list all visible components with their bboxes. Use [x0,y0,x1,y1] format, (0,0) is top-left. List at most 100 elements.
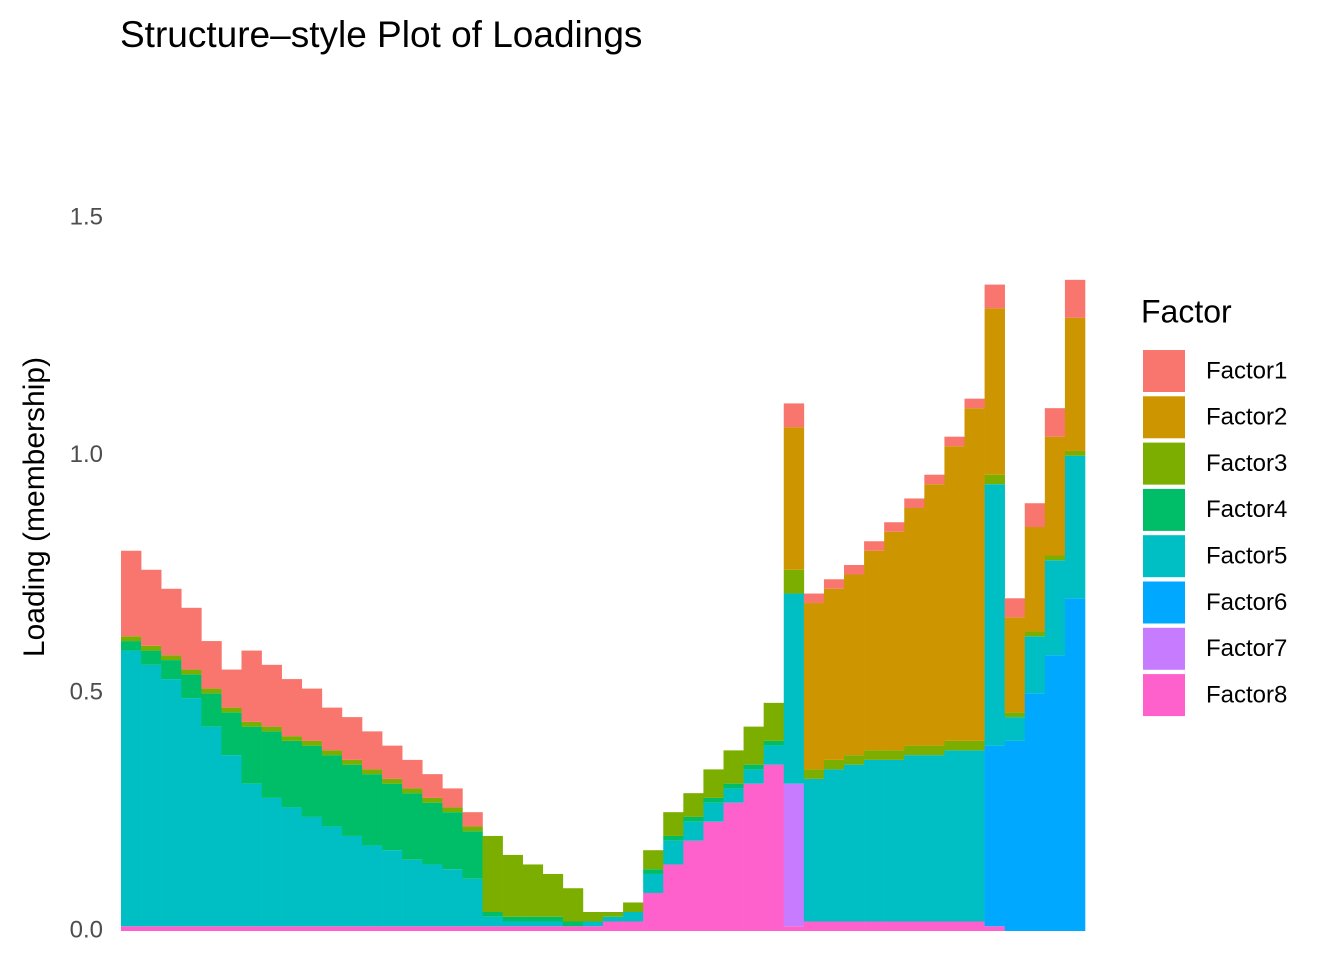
bar-segment [603,916,624,922]
bar-segment [1024,693,1046,931]
bar-segment [1024,631,1046,637]
bar-segment [944,750,965,922]
bar-segment [582,926,604,931]
bar-segment [502,854,523,917]
bar-segment [261,726,282,732]
bar-segment [462,826,483,832]
bar-segment [683,821,704,841]
legend-key [1143,396,1185,439]
bar-segment [703,802,724,822]
bar-segment [803,593,825,604]
bar-segment [582,921,604,927]
bar-segment [964,398,985,409]
bar-segment [743,764,764,770]
bar-segment [1064,317,1086,451]
bar-segment [723,802,744,931]
bar-segment [422,864,443,927]
bar-segment [924,474,945,485]
bar-segment [562,888,584,922]
bar-segment [442,812,463,870]
bar-segment [1044,655,1066,931]
bar-segment [803,603,825,770]
bar-segment [623,911,644,922]
bar-segment [643,892,664,931]
bar-segment [783,926,805,931]
bar-segment [341,759,363,765]
bar-segment [362,926,383,931]
bar-segment [301,740,323,746]
bar-segment [1064,450,1086,456]
bar-segment [723,750,744,784]
bar-segment [984,484,1005,746]
bar-segment [663,864,684,931]
bar-segment [803,778,825,922]
bar-segment [482,916,503,927]
bar-segment [924,921,945,931]
bar-segment [924,484,945,746]
legend-key [1143,581,1185,624]
bar-segment [1004,717,1026,741]
bar-segment [241,721,262,727]
bar-segment [743,769,764,784]
bar-segment [261,731,282,798]
legend-label: Factor6 [1206,589,1287,616]
bar-segment [141,664,162,927]
chart-title: Structure–style Plot of Loadings [120,14,642,55]
bar-segment [904,507,925,746]
bar-segment [723,788,744,803]
bar-segment [783,569,805,594]
bar-segment [181,669,202,675]
bar-segment [924,755,945,922]
bar-segment [502,926,523,931]
legend-key [1143,488,1185,531]
bar-segment [341,717,363,760]
bar-segment [964,921,985,931]
bar-segment [382,745,403,779]
bar-segment [341,926,363,931]
bar-segment [261,797,282,927]
bar-segment [161,926,182,931]
bar-segment [161,660,182,680]
legend-key [1143,674,1185,717]
bar-segment [121,641,142,651]
bar-segment [181,926,202,931]
bar-segment [783,593,805,784]
bar-segment [241,650,262,722]
bar-segment [864,541,885,551]
bar-segment [141,926,162,931]
bar-segment [823,588,845,760]
bar-segment [783,427,805,570]
bar-segment [362,731,383,770]
bar-segment [221,926,242,931]
bar-segment [482,911,503,917]
bar-segment [703,821,724,931]
bar-segment [944,740,965,751]
bar-segment [683,816,704,822]
bar-segment [643,869,664,874]
bar-segment [1044,408,1066,437]
bar-segment [341,764,363,836]
bar-segment [562,926,584,931]
bar-segment [703,797,724,803]
bar-segment [904,755,925,922]
bar-segment [864,550,885,751]
bar-segment [1024,636,1046,694]
bar-segment [181,607,202,670]
bar-segment [1004,712,1026,718]
legend-title: Factor [1141,293,1232,329]
bar-segment [261,664,282,727]
bar-segment [763,745,785,765]
bar-segment [884,750,905,760]
bar-segment [663,812,684,836]
bar-segment [462,831,483,879]
legend-label: Factor7 [1206,635,1287,662]
bar-segment [482,926,503,931]
bar-segment [703,769,724,798]
bar-segment [1024,526,1046,632]
bar-segment [763,764,785,931]
bar-segment [984,474,1005,485]
bar-segment [402,793,423,860]
bar-segment [1004,740,1026,931]
bar-segment [1064,455,1086,599]
